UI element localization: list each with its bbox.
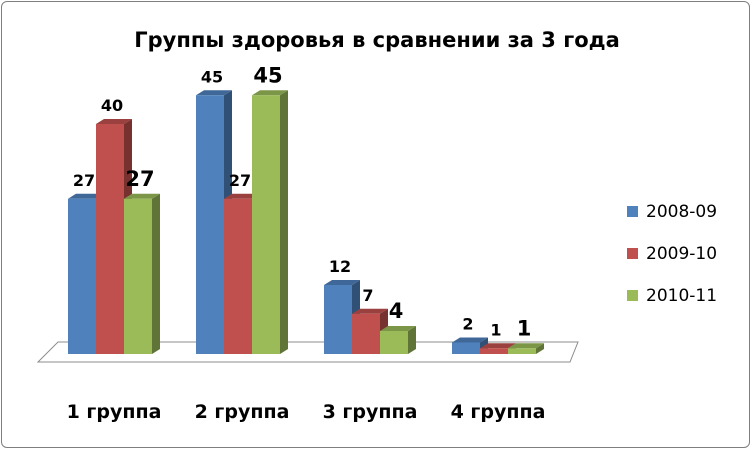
data-label-2008-09-2-группа: 45 — [201, 67, 223, 86]
chart-floor — [36, 341, 579, 363]
legend-label: 2009-10 — [646, 244, 717, 264]
data-label-2010-11-3-группа: 4 — [389, 299, 404, 323]
category-label: 1 группа — [67, 401, 162, 423]
bars-group — [68, 90, 544, 354]
data-label-2010-11-1-группа: 27 — [125, 167, 154, 191]
data-label-2009-10-1-группа: 40 — [101, 96, 123, 115]
data-label-2009-10-3-группа: 7 — [362, 286, 373, 305]
floor-plane — [36, 341, 579, 363]
data-label-2008-09-1-группа: 27 — [73, 171, 95, 190]
legend-label: 2010-11 — [646, 286, 717, 306]
data-label-2010-11-4-группа: 1 — [517, 316, 532, 340]
category-label: 4 группа — [451, 401, 546, 423]
legend-swatch — [627, 290, 638, 301]
data-label-2008-09-4-группа: 2 — [462, 315, 473, 334]
legend-label: 2008-09 — [646, 202, 717, 222]
data-label-2008-09-3-группа: 12 — [329, 257, 351, 276]
category-labels-group: 1 группа 2 группа 3 группа 4 группа — [67, 401, 546, 423]
legend: 2008-09 2009-10 2010-11 — [627, 202, 717, 306]
legend-swatch — [627, 206, 638, 217]
bar-2010-11-1-группа — [124, 193, 160, 354]
chart-title: Группы здоровья в сравнении за 3 года — [134, 28, 620, 52]
data-label-2010-11-2-группа: 45 — [253, 63, 282, 87]
legend-item: 2009-10 — [627, 244, 717, 264]
bar-2010-11-2-группа — [252, 90, 288, 354]
legend-swatch — [627, 248, 638, 259]
category-label: 2 группа — [195, 401, 290, 423]
data-label-2009-10-2-группа: 27 — [229, 171, 251, 190]
data-label-2009-10-4-группа: 1 — [490, 320, 501, 339]
bar-2009-10-3-группа — [352, 308, 388, 354]
legend-item: 2008-09 — [627, 202, 717, 222]
legend-item: 2010-11 — [627, 286, 717, 306]
bar-2010-11-3-группа — [380, 326, 416, 354]
category-label: 3 группа — [323, 401, 418, 423]
bar-2010-11-4-группа — [508, 343, 544, 354]
